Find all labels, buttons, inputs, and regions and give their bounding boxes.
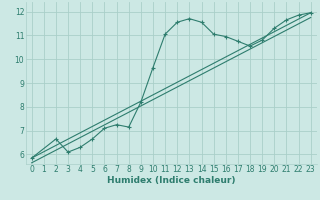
X-axis label: Humidex (Indice chaleur): Humidex (Indice chaleur) xyxy=(107,176,236,185)
